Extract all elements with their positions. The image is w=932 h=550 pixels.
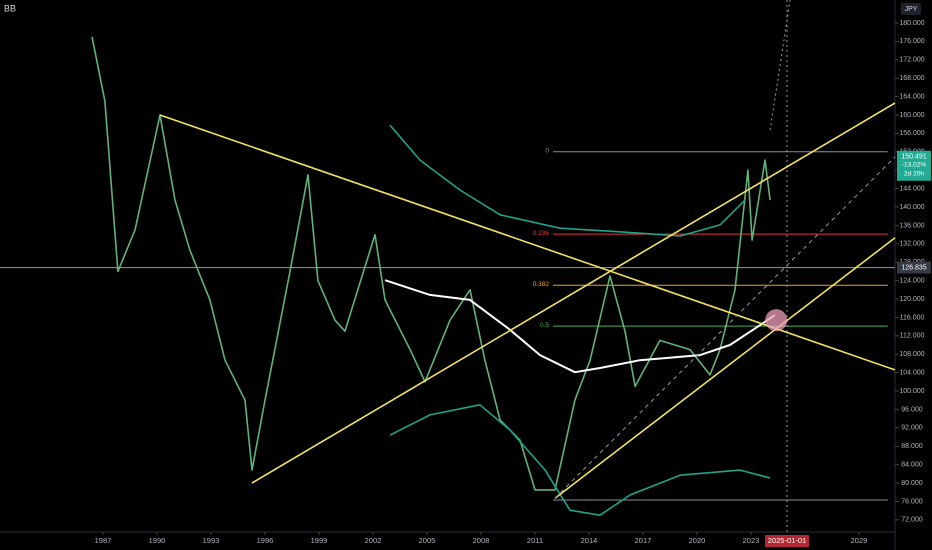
y-tick-label: 180.000 [899, 20, 924, 27]
x-tick-label: 2020 [689, 536, 706, 545]
y-tick-label: 160.000 [899, 112, 924, 119]
y-tick-label: 168.000 [899, 75, 924, 82]
series-line [384, 279, 776, 374]
series-line [769, 0, 791, 131]
y-tick-label: 172.000 [899, 57, 924, 64]
y-tick-label: 76.000 [901, 498, 923, 505]
last-change: -13.02% [902, 161, 926, 168]
countdown: 2d 20h [904, 170, 924, 177]
series-line [251, 102, 896, 484]
series-line [389, 404, 771, 516]
x-tick-label: 2029 [851, 536, 868, 545]
fib-label: 0.5 [540, 322, 549, 329]
fib-label: 0.236 [533, 230, 550, 237]
x-tick-label: 1987 [95, 536, 112, 545]
y-tick-label: 116.000 [900, 314, 925, 321]
series-line [554, 237, 896, 499]
x-tick-label: 2002 [365, 536, 382, 545]
currency[interactable]: JPY [905, 6, 918, 13]
y-tick-label: 84.000 [901, 461, 923, 468]
x-tick-label: 2017 [635, 536, 652, 545]
y-tick-label: 144.000 [899, 185, 924, 192]
crosshair-price: 126.835 [901, 264, 926, 271]
last-price-box [897, 150, 931, 181]
y-tick-label: 176.000 [899, 38, 924, 45]
y-tick-label: 104.000 [899, 369, 924, 376]
y-tick-label: 156.000 [899, 130, 924, 137]
crosshair-date: 2025-01-01 [768, 536, 806, 545]
series-line [91, 36, 771, 491]
y-tick-label: 96.000 [901, 406, 923, 413]
series-line [554, 156, 896, 499]
series-line [389, 124, 746, 237]
x-tick-label: 1996 [257, 536, 274, 545]
y-tick-label: 100.000 [899, 388, 924, 395]
x-tick-label: 2005 [419, 536, 436, 545]
fib-label: 0 [545, 148, 549, 155]
y-tick-label: 120.000 [899, 296, 924, 303]
y-tick-label: 164.000 [899, 93, 924, 100]
x-tick-label: 2023 [743, 536, 760, 545]
y-tick-label: 92.000 [901, 425, 923, 432]
symbol: BB [4, 3, 16, 13]
fib-label: 0.382 [533, 281, 550, 288]
crosshair-price-box [897, 261, 931, 274]
x-tick-label: 2008 [473, 536, 490, 545]
y-tick-label: 72.000 [901, 517, 923, 524]
x-tick-label: 2011 [527, 536, 543, 545]
currency-box[interactable] [901, 3, 921, 15]
crosshair-date-box [764, 535, 809, 547]
y-tick-label: 132.000 [899, 241, 924, 248]
y-tick-label: 80.000 [901, 480, 923, 487]
y-tick-label: 108.000 [899, 351, 924, 358]
x-tick-label: 1999 [311, 536, 328, 545]
x-tick-label: 1993 [203, 536, 220, 545]
x-tick-label: 2014 [581, 536, 598, 545]
y-tick-label: 88.000 [901, 443, 923, 450]
y-tick-label: 112.000 [900, 333, 925, 340]
y-tick-label: 136.000 [899, 222, 924, 229]
y-tick-label: 140.000 [899, 204, 924, 211]
y-tick-label: 124.000 [899, 277, 924, 284]
highlight [765, 309, 788, 332]
x-tick-label: 1990 [149, 536, 166, 545]
last-price: 150.491 [901, 154, 926, 161]
